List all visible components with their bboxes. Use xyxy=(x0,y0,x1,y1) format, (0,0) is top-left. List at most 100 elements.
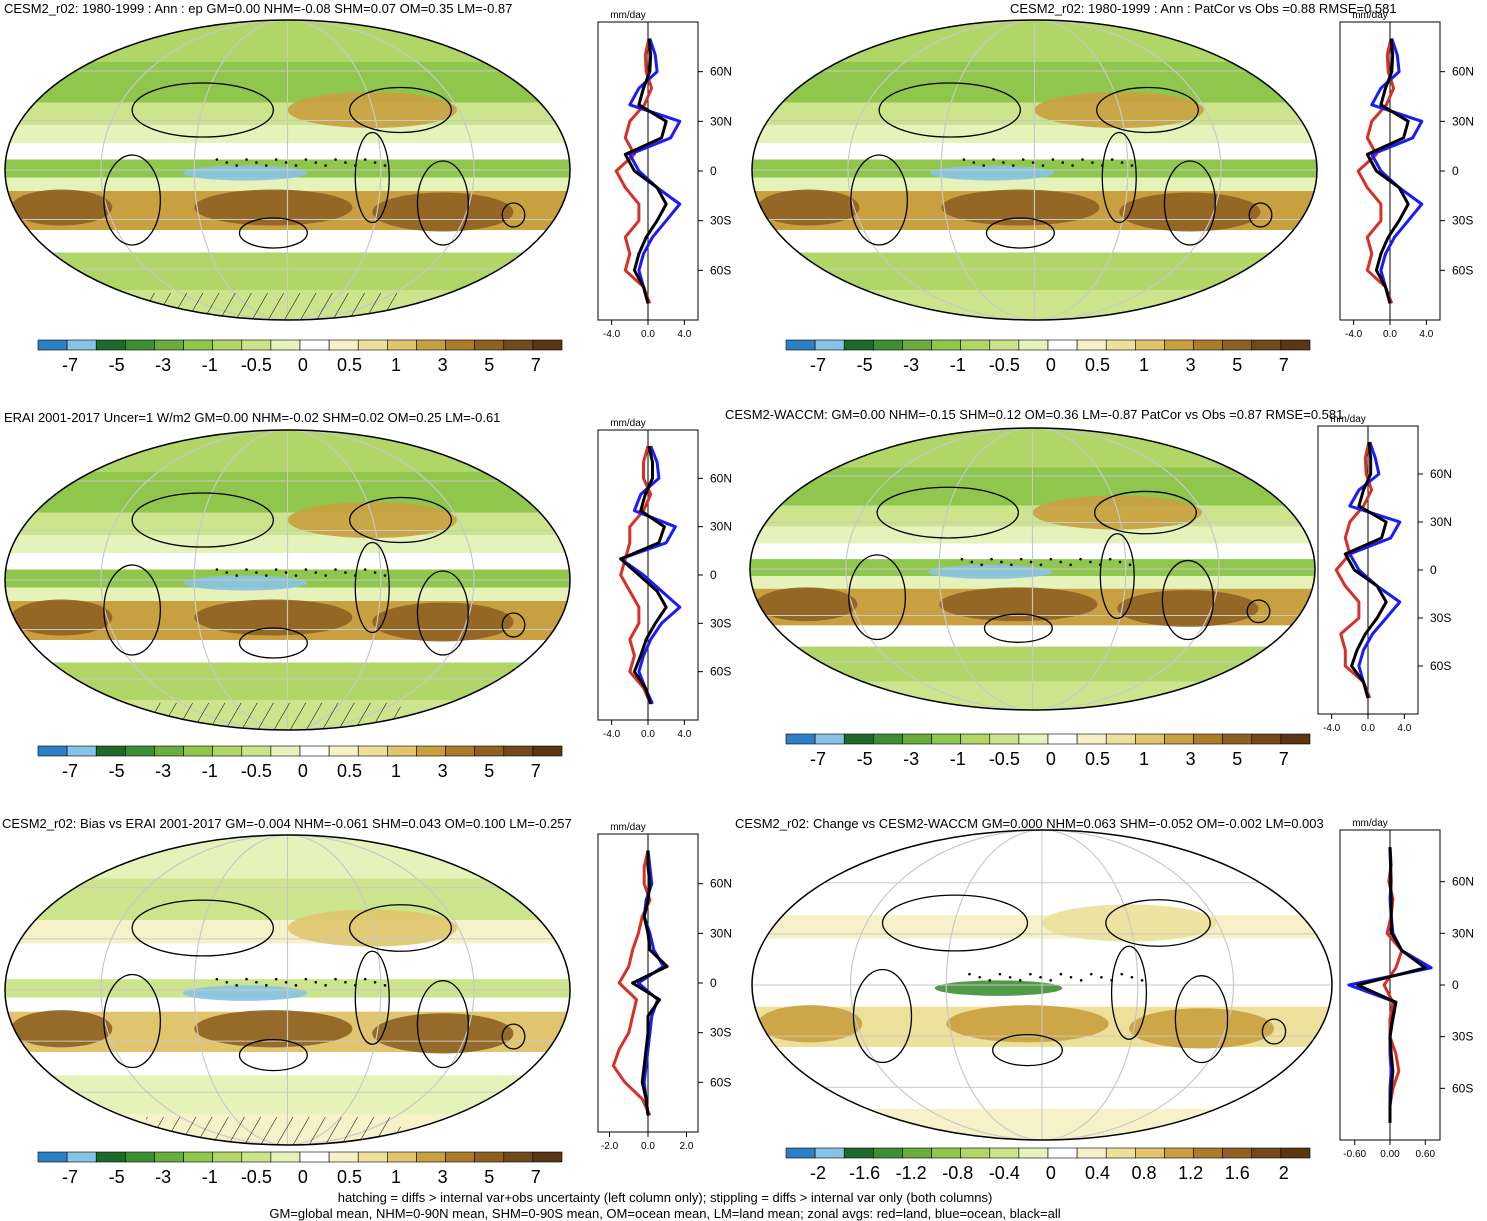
stipple-dot xyxy=(1041,164,1045,167)
continent-outline xyxy=(1174,975,1229,1064)
lat-tick-label: 30N xyxy=(710,520,732,534)
graticule-lon xyxy=(193,20,382,320)
graticule-lon xyxy=(945,830,1139,1140)
colorbar-swatch xyxy=(241,745,272,757)
stipple-dot xyxy=(294,984,298,987)
stipple-dot xyxy=(1079,979,1083,982)
footer-line-1: hatching = diffs > internal var+obs unce… xyxy=(338,1190,993,1205)
graticule-lon xyxy=(940,20,1129,320)
ocean-dry-patch xyxy=(372,192,514,232)
stipple-dot xyxy=(235,574,238,577)
colorbar-swatch xyxy=(814,733,845,745)
colorbar-tick-label: -0.5 xyxy=(989,749,1020,769)
lat-tick-label: 0 xyxy=(1452,978,1459,992)
colorbar-tick-label: 0.5 xyxy=(1085,355,1110,375)
colorbar-tick-label: -2 xyxy=(810,1163,826,1183)
lat-tick-label: 30S xyxy=(710,1026,731,1040)
stipple-dot xyxy=(1049,979,1052,982)
stipple-dot xyxy=(1061,161,1065,164)
lat-tick-label: 30S xyxy=(710,616,731,630)
colorbar-swatch xyxy=(125,339,155,351)
colorbar-tick-label: -0.5 xyxy=(241,761,272,781)
stipple-dot xyxy=(1029,972,1032,976)
stipple-dot xyxy=(1039,563,1043,567)
stipple-dot xyxy=(215,158,219,161)
colorbar-swatch xyxy=(1135,733,1165,745)
stipple-dot xyxy=(1021,158,1025,161)
x-tick-label: -4.0 xyxy=(603,329,621,340)
continent-outline xyxy=(416,980,469,1069)
colorbar-swatch xyxy=(960,339,991,351)
colorbar-tick-label: 3 xyxy=(1186,749,1196,769)
colorbar-swatch xyxy=(1251,339,1282,351)
colorbar-tick-label: 5 xyxy=(484,1167,494,1187)
stipple-dot xyxy=(354,984,357,987)
panel-title: ERAI 2001-2017 Uncer=1 W/m2 GM=0.00 NHM=… xyxy=(4,410,500,425)
stipple-dot xyxy=(314,161,318,164)
stipple-dot xyxy=(982,164,985,167)
stipple-dot xyxy=(324,164,327,167)
units-label: mm/day xyxy=(610,822,646,833)
colorbar-swatch xyxy=(183,339,213,351)
colorbar-swatch xyxy=(1222,1147,1253,1159)
continent-outline xyxy=(1101,131,1137,224)
stipple-dot xyxy=(1140,979,1144,982)
colorbar-tick-label: -5 xyxy=(109,761,125,781)
colorbar-swatch xyxy=(357,339,388,351)
colorbar-swatch xyxy=(1047,733,1078,745)
stipple-dot xyxy=(235,164,238,167)
stipple-dot xyxy=(363,977,367,981)
wet-band xyxy=(182,165,308,181)
colorbar-tick-label: 7 xyxy=(531,761,541,781)
colorbar-swatch xyxy=(125,745,155,757)
x-tick-label: 0.0 xyxy=(1361,723,1375,734)
panel-title: CESM2-WACCM: GM=0.00 NHM=-0.15 SHM=0.12 … xyxy=(725,407,1343,422)
zonal-line-all xyxy=(1356,847,1427,1123)
stipple-dot xyxy=(1039,975,1042,979)
colorbar-swatch xyxy=(66,339,97,351)
colorbar-swatch xyxy=(37,745,68,757)
stipple-dot xyxy=(992,158,995,161)
stipple-dot xyxy=(265,164,268,167)
zonal-line-land xyxy=(1356,38,1396,304)
ocean-dry-patch xyxy=(941,189,1100,226)
lat-tick-label: 60S xyxy=(710,263,731,277)
continent-outline xyxy=(1105,899,1211,947)
colorbar-tick-label: 7 xyxy=(531,355,541,375)
colorbar-swatch xyxy=(328,745,359,757)
colorbar-tick-label: -1 xyxy=(950,355,966,375)
colorbar-swatch xyxy=(299,745,330,757)
x-tick-label: 0.0 xyxy=(641,729,655,740)
ocean-dry-patch xyxy=(946,1005,1109,1043)
colorbar-swatch xyxy=(1164,733,1194,745)
colorbar-tick-label: 2 xyxy=(1279,1163,1289,1183)
colorbar-swatch xyxy=(66,745,97,757)
stipple-dot xyxy=(1029,560,1033,564)
stipple-dot xyxy=(978,975,981,979)
colorbar-swatch xyxy=(154,339,184,351)
colorbar-tick-label: -0.5 xyxy=(241,355,272,375)
x-tick-label: 2.0 xyxy=(680,1141,694,1152)
zonal-line-land xyxy=(1334,441,1374,699)
continent-outline xyxy=(848,554,907,641)
stipple-dot xyxy=(284,161,288,164)
colorbar: -7 -5 -3 -1 -0.5 0 0.5 1 3 5 7 xyxy=(37,1151,563,1187)
colorbar-tick-label: -7 xyxy=(62,761,78,781)
x-tick-label: -0.60 xyxy=(1343,1149,1366,1160)
colorbar-swatch xyxy=(474,745,505,757)
colorbar-tick-label: 1.6 xyxy=(1225,1163,1250,1183)
colorbar-swatch xyxy=(212,1151,243,1163)
stipple-dot xyxy=(383,164,387,167)
colorbar-swatch xyxy=(1047,1147,1078,1159)
colorbar-tick-label: 0 xyxy=(298,355,308,375)
colorbar-swatch xyxy=(1076,733,1107,745)
continent-outline xyxy=(1099,533,1135,619)
colorbar-swatch xyxy=(299,339,330,351)
colorbar-swatch xyxy=(989,339,1020,351)
graticule-lon xyxy=(845,428,1220,710)
continent-outline xyxy=(131,492,275,548)
ocean-dry-patch xyxy=(939,587,1098,622)
colorbar-tick-label: -1 xyxy=(950,749,966,769)
ocean-dry-patch xyxy=(372,602,514,642)
units-label: mm/day xyxy=(1352,10,1388,21)
